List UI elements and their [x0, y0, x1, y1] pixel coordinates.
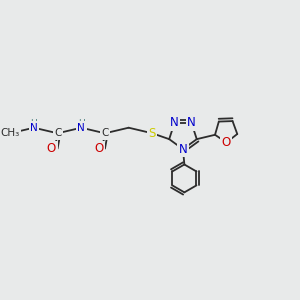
Text: N: N	[30, 123, 38, 133]
Text: O: O	[222, 136, 231, 149]
Text: O: O	[47, 142, 56, 155]
Text: CH₃: CH₃	[1, 128, 20, 138]
Text: H: H	[31, 119, 37, 128]
Text: C: C	[101, 128, 109, 138]
Text: O: O	[94, 142, 104, 155]
Text: N: N	[170, 116, 179, 130]
Text: H: H	[78, 119, 85, 128]
Text: N: N	[77, 123, 85, 133]
Text: N: N	[178, 143, 188, 156]
Text: N: N	[187, 116, 196, 130]
Text: S: S	[148, 127, 156, 140]
Text: C: C	[54, 128, 61, 138]
